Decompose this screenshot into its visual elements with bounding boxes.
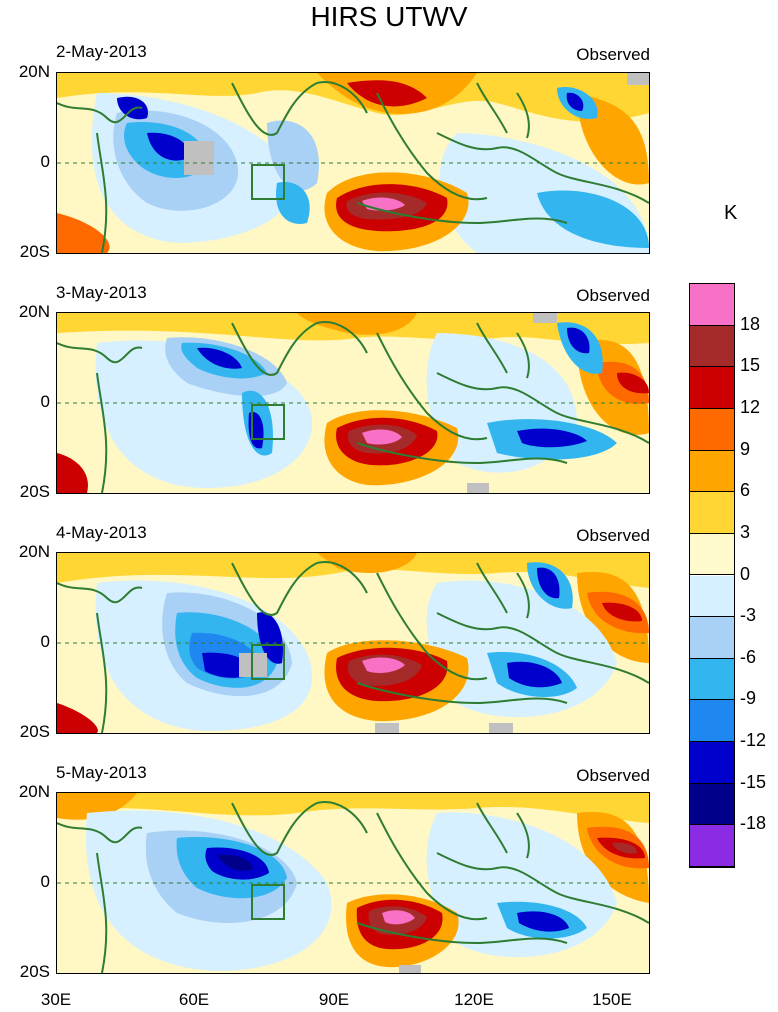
colorbar-swatch (690, 825, 734, 867)
colorbar-swatch (690, 325, 734, 368)
panel-1-map (56, 72, 650, 254)
lat-20n-p1: 20N (18, 62, 50, 81)
colorbar-tick-label: -12 (740, 730, 767, 751)
colorbar-tick-label: 15 (740, 355, 761, 376)
colorbar-swatch (690, 408, 734, 451)
colorbar-swatch (690, 492, 734, 534)
colorbar-swatch (690, 742, 734, 784)
colorbar-swatch (690, 783, 734, 826)
colorbar-swatch (690, 700, 734, 743)
colorbar-swatch (690, 367, 734, 409)
lat-eq-p1: 0 (40, 152, 50, 171)
colorbar-unit: K (724, 202, 738, 224)
panel-4-date: 5-May-2013 (56, 763, 147, 782)
panel-4-map (56, 792, 650, 974)
map-title: HIRS UTWV (310, 1, 468, 32)
lon-30e: 30E (40, 990, 72, 1009)
colorbar-tick-label: 18 (740, 313, 761, 334)
colorbar-tick-label: 6 (740, 480, 751, 501)
colorbar-tick-label: -18 (740, 813, 767, 834)
colorbar-tick-label: -15 (740, 771, 767, 792)
panel-2-observed-label: Observed (576, 286, 650, 305)
lon-150e: 150E (592, 990, 632, 1009)
colorbar-swatch (690, 658, 734, 701)
lat-20s-p4: 20S (19, 962, 50, 981)
colorbar-tick-label: 12 (740, 396, 761, 417)
lon-120e: 120E (454, 990, 494, 1009)
panel-2-date: 3-May-2013 (56, 283, 147, 302)
colorbar-tick-label: 9 (740, 438, 751, 459)
colorbar-swatch (690, 450, 734, 493)
panel-3-map (56, 552, 650, 734)
colorbar-tick-label: -9 (740, 688, 757, 709)
lat-eq-p2: 0 (40, 392, 50, 411)
lat-20s-p2: 20S (19, 482, 50, 501)
colorbar-tick-label: 3 (740, 521, 751, 542)
lat-20n-p4: 20N (18, 782, 50, 801)
colorbar-tick-label: -3 (740, 605, 757, 626)
colorbar-tick-label: 0 (740, 563, 751, 584)
panel-3-observed-label: Observed (576, 526, 650, 545)
lat-20n-p2: 20N (18, 302, 50, 321)
panel-4-observed-label: Observed (576, 766, 650, 785)
panel-1-date: 2-May-2013 (56, 42, 147, 61)
lat-eq-p3: 0 (40, 632, 50, 651)
lat-20s-p3: 20S (19, 722, 50, 741)
lon-60e: 60E (178, 990, 210, 1009)
colorbar-swatch (690, 617, 734, 659)
lon-90e: 90E (318, 990, 350, 1009)
colorbar-swatch (690, 284, 734, 326)
panel-1-observed-label: Observed (576, 45, 650, 64)
panel-3-date: 4-May-2013 (56, 523, 147, 542)
colorbar (689, 283, 735, 868)
lat-20s-p1: 20S (19, 242, 50, 261)
colorbar-swatch (690, 533, 734, 576)
lat-20n-p3: 20N (18, 542, 50, 561)
lat-eq-p4: 0 (40, 872, 50, 891)
panel-2-map (56, 312, 650, 494)
colorbar-swatch (690, 575, 734, 618)
colorbar-tick-label: -6 (740, 646, 757, 667)
